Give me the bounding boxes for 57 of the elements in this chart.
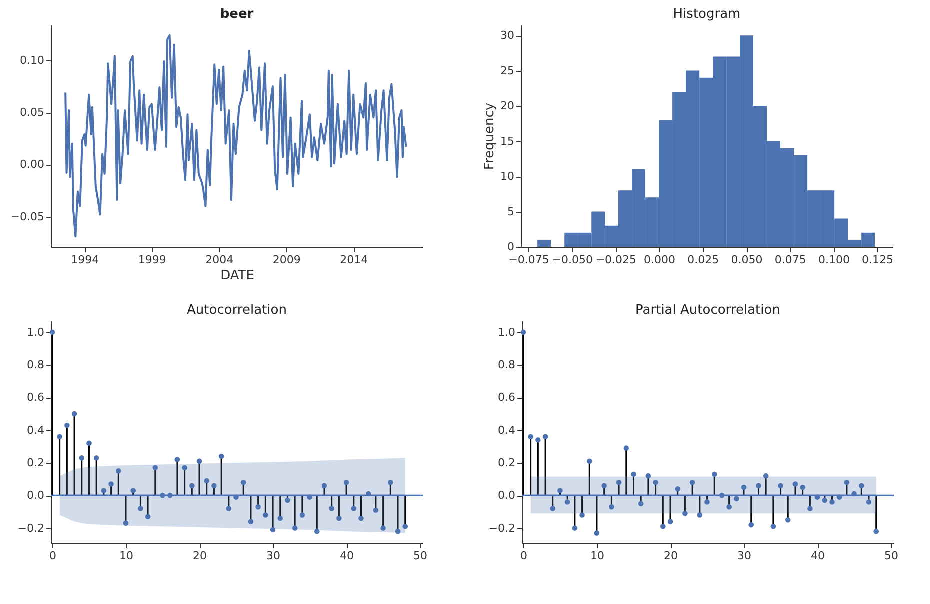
y-tick-label: 1.0 [27,326,44,339]
x-tick-label: 50 [414,550,428,562]
x-tick-label: 1999 [138,254,166,266]
y-axis-title: Frequency [482,102,498,170]
x-tick-label: 0.075 [774,254,806,266]
x-tick-label: 40 [340,550,354,562]
y-tick-label: 0.10 [20,54,44,67]
x-axis-title: DATE [220,268,254,284]
y-tick-label: 0.2 [498,456,516,470]
x-tick-label: 50 [884,550,899,562]
y-tick-label: 0.6 [27,391,44,404]
x-tick-label: 0.100 [818,254,850,266]
y-tick-label: 0.4 [27,424,44,437]
x-tick-label: 2014 [340,254,368,266]
chart-title: Partial Autocorrelation [636,303,780,318]
y-tick-label: 10 [500,170,514,184]
x-tick-label: −0.075 [508,254,550,266]
y-tick-label: 0.8 [27,358,44,372]
x-tick-label: 30 [266,550,281,562]
x-tick-label: 10 [119,550,134,562]
y-tick-label: 15 [500,134,514,148]
x-tick-label: 2004 [206,254,234,266]
x-tick-label: −0.050 [552,254,593,266]
x-tick-label: 1994 [71,254,100,266]
x-tick-label: −0.025 [596,254,637,266]
x-tick-label: 0 [49,550,56,562]
y-tick-label: 0.6 [498,391,516,404]
y-tick-label: 0.00 [20,158,44,172]
chart-title: Histogram [673,7,741,22]
x-tick-label: 0.000 [644,254,676,266]
chart-title: beer [220,7,254,22]
y-tick-label: 0.4 [498,424,516,437]
x-tick-label: 40 [811,550,826,562]
y-tick-label: 0.0 [498,489,516,502]
y-tick-label: 25 [500,64,514,78]
x-tick-label: 0.125 [862,254,894,266]
x-tick-label: 0 [520,550,528,562]
chart-title: Autocorrelation [187,303,287,318]
x-tick-label: 2009 [272,254,301,266]
y-tick-label: 0.0 [27,489,44,502]
x-tick-label: 20 [193,550,208,562]
x-tick-label: 0.050 [731,254,763,266]
y-tick-label: 5 [508,205,514,218]
y-tick-label: 0.2 [27,456,44,470]
y-tick-label: −0.2 [18,522,44,535]
y-tick-label: −0.05 [10,210,44,224]
x-tick-label: 10 [590,550,604,562]
y-tick-label: 1.0 [498,326,516,339]
y-tick-label: −0.2 [488,522,516,535]
x-tick-label: 30 [738,550,752,562]
y-tick-label: 30 [500,29,514,42]
y-tick-label: 20 [500,100,514,113]
x-tick-label: 20 [664,550,678,562]
y-tick-label: 0.05 [20,106,44,120]
x-tick-label: 0.025 [688,254,720,266]
y-tick-label: 0 [508,240,514,254]
y-tick-label: 0.8 [498,358,516,372]
